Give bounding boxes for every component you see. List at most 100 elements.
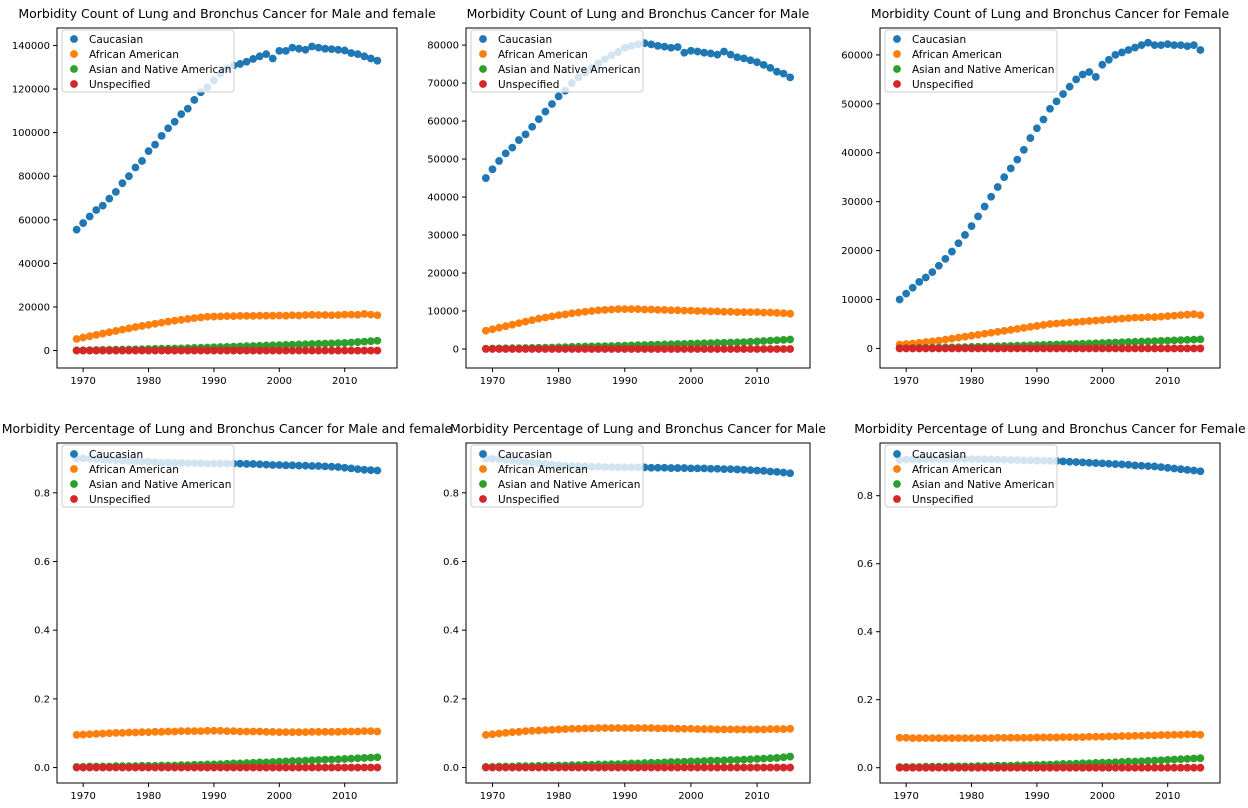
x-tick-label: 2010 xyxy=(1155,376,1180,387)
data-point-african-american xyxy=(753,725,761,734)
data-point-unspecified xyxy=(980,344,989,353)
data-point-african-american xyxy=(1170,730,1179,739)
data-point-unspecified xyxy=(660,345,669,353)
data-point-unspecified xyxy=(627,763,636,772)
data-point-african-american xyxy=(667,306,675,315)
data-point-caucasian xyxy=(98,201,107,210)
data-point-african-american xyxy=(366,727,375,736)
legend-label: Asian and Native American xyxy=(89,64,231,76)
legend-label: Caucasian xyxy=(89,449,143,461)
data-point-african-american xyxy=(660,305,669,314)
y-tick-label: 120000 xyxy=(12,85,50,96)
data-point-african-american xyxy=(1059,733,1067,741)
y-tick-label: 10000 xyxy=(841,295,873,306)
data-point-unspecified xyxy=(249,763,258,772)
data-point-african-american xyxy=(1072,733,1081,741)
data-point-caucasian xyxy=(72,225,81,234)
data-point-unspecified xyxy=(581,763,589,772)
data-point-african-american xyxy=(229,727,238,736)
data-point-caucasian xyxy=(360,52,369,61)
data-point-asian-and-native-american xyxy=(1183,335,1192,344)
data-point-african-american xyxy=(164,727,173,736)
y-tick-label: 100000 xyxy=(12,128,50,139)
data-point-african-american xyxy=(700,307,709,315)
data-point-african-american xyxy=(1019,733,1028,742)
data-point-african-american xyxy=(281,311,290,320)
data-point-african-american xyxy=(481,326,490,335)
data-point-african-american xyxy=(1019,323,1028,332)
data-point-caucasian xyxy=(1065,457,1074,466)
chart-panel-2: Morbidity Count of Lung and Bronchus Can… xyxy=(427,6,811,387)
y-tick-label: 0.6 xyxy=(443,557,459,568)
data-point-caucasian xyxy=(687,464,695,473)
data-point-unspecified xyxy=(1065,344,1074,353)
data-point-caucasian xyxy=(680,464,689,472)
data-point-unspecified xyxy=(521,763,530,772)
data-points xyxy=(895,38,1205,353)
data-point-unspecified xyxy=(347,346,356,355)
data-point-unspecified xyxy=(366,763,375,772)
data-point-unspecified xyxy=(1124,763,1133,772)
x-tick-label: 1970 xyxy=(480,791,505,802)
data-point-african-american xyxy=(79,333,88,342)
data-point-african-american xyxy=(1111,732,1120,741)
data-point-african-american xyxy=(360,310,369,318)
x-tick-label: 2000 xyxy=(1090,376,1115,387)
data-point-unspecified xyxy=(177,346,186,355)
data-point-unspecified xyxy=(1196,344,1205,353)
data-point-unspecified xyxy=(353,346,362,355)
data-point-caucasian xyxy=(314,462,323,470)
data-point-unspecified xyxy=(1150,344,1159,353)
data-point-unspecified xyxy=(1098,344,1107,353)
data-point-caucasian xyxy=(961,231,969,239)
data-point-asian-and-native-american xyxy=(1150,337,1159,345)
data-point-unspecified xyxy=(739,345,748,353)
data-point-african-american xyxy=(941,734,950,743)
data-point-african-american xyxy=(373,727,382,736)
data-point-unspecified xyxy=(1072,344,1081,353)
data-point-caucasian xyxy=(739,54,748,63)
data-point-african-american xyxy=(739,308,748,317)
data-point-african-american xyxy=(105,729,114,738)
data-point-unspecified xyxy=(934,344,943,353)
data-point-caucasian xyxy=(739,465,748,474)
x-tick-label: 1970 xyxy=(480,376,505,387)
data-point-unspecified xyxy=(1118,763,1126,772)
data-point-african-american xyxy=(967,734,976,743)
data-point-unspecified xyxy=(255,346,264,355)
data-point-unspecified xyxy=(1183,344,1192,353)
data-point-unspecified xyxy=(660,763,669,772)
data-point-unspecified xyxy=(773,345,781,353)
data-point-caucasian xyxy=(1118,460,1126,469)
data-point-caucasian xyxy=(521,130,530,139)
data-point-african-american xyxy=(1033,733,1041,742)
data-point-african-american xyxy=(301,311,310,319)
data-point-african-american xyxy=(1170,311,1179,320)
data-point-unspecified xyxy=(993,763,1002,772)
data-point-unspecified xyxy=(941,344,950,353)
x-tick-label: 1980 xyxy=(959,376,984,387)
data-point-caucasian xyxy=(759,60,768,69)
data-point-african-american xyxy=(501,728,510,737)
data-point-unspecified xyxy=(961,344,969,353)
data-point-caucasian xyxy=(111,188,120,196)
data-point-unspecified xyxy=(634,763,642,772)
legend-marker-asian-and-native-american xyxy=(893,480,901,488)
data-point-unspecified xyxy=(1006,763,1015,772)
data-point-african-american xyxy=(1065,733,1074,741)
data-point-african-american xyxy=(773,309,781,317)
data-point-unspecified xyxy=(987,344,996,353)
data-point-african-american xyxy=(1118,314,1126,323)
data-point-african-american xyxy=(948,334,956,343)
data-point-african-american xyxy=(210,726,218,735)
data-point-african-american xyxy=(79,730,88,739)
data-point-caucasian xyxy=(92,206,101,214)
data-point-asian-and-native-american xyxy=(1183,754,1192,763)
data-point-caucasian xyxy=(501,149,510,158)
data-point-african-american xyxy=(673,306,682,315)
data-point-african-american xyxy=(1013,733,1022,742)
data-point-african-american xyxy=(508,728,517,737)
x-tick-label: 1980 xyxy=(136,791,161,802)
data-point-unspecified xyxy=(373,763,382,772)
data-point-unspecified xyxy=(561,345,570,353)
